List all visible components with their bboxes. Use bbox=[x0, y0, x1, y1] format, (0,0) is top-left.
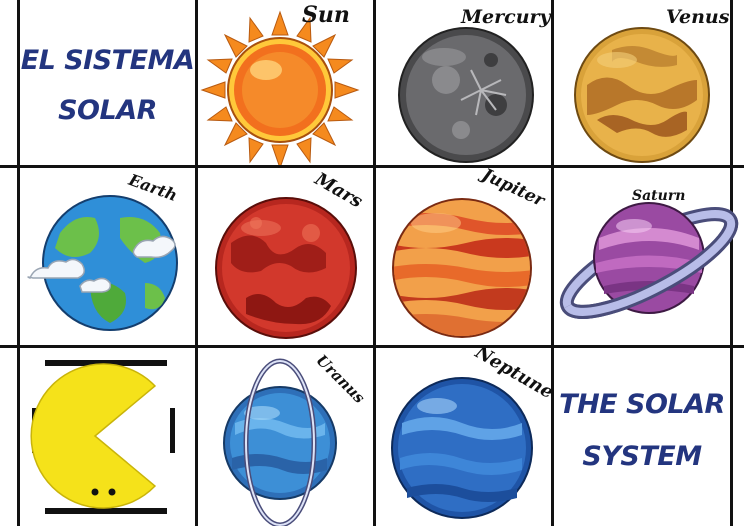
card-mercury[interactable]: Mercury bbox=[376, 0, 551, 165]
saturn-illustration bbox=[559, 202, 739, 319]
card-saturn[interactable]: Saturn bbox=[554, 168, 744, 345]
title-es-line1: EL SISTEMA bbox=[20, 45, 195, 76]
grid-line bbox=[551, 0, 554, 526]
title-en-line1: THE SOLAR bbox=[559, 389, 725, 420]
card-jupiter[interactable]: Jupiter bbox=[376, 168, 551, 345]
neptune-illustration bbox=[391, 377, 533, 519]
card-earth[interactable]: Earth bbox=[20, 168, 195, 345]
venus-illustration bbox=[574, 27, 710, 163]
title-es-line2: SOLAR bbox=[58, 95, 157, 126]
mercury-illustration bbox=[398, 27, 534, 163]
uranus-illustration bbox=[223, 358, 337, 526]
grid-line bbox=[373, 0, 376, 526]
mars-illustration bbox=[215, 197, 357, 339]
saturn-label: Saturn bbox=[632, 188, 686, 204]
card-mars[interactable]: Mars bbox=[198, 168, 373, 345]
grid-line bbox=[195, 0, 198, 526]
grid-line bbox=[0, 345, 744, 348]
grid-line bbox=[0, 165, 744, 168]
card-neptune[interactable]: Neptune bbox=[376, 348, 551, 526]
grid-line bbox=[17, 0, 20, 526]
card-title-en[interactable]: THE SOLAR SYSTEM bbox=[554, 348, 730, 526]
card-uranus[interactable]: Uranus bbox=[198, 348, 373, 526]
card-venus[interactable]: Venus bbox=[554, 0, 730, 165]
card-sun[interactable]: Sun bbox=[198, 0, 373, 165]
grid-line bbox=[730, 0, 733, 526]
jupiter-illustration bbox=[392, 198, 532, 338]
card-title-es[interactable]: EL SISTEMA SOLAR bbox=[20, 0, 195, 165]
sun-illustration bbox=[200, 10, 360, 165]
sun-label: Sun bbox=[302, 2, 350, 28]
title-en-line2: SYSTEM bbox=[582, 441, 702, 472]
card-pacman[interactable] bbox=[20, 348, 195, 526]
venus-label: Venus bbox=[666, 6, 730, 28]
earth-illustration bbox=[27, 195, 178, 331]
mercury-label: Mercury bbox=[461, 6, 551, 28]
pacman-illustration bbox=[30, 360, 175, 514]
